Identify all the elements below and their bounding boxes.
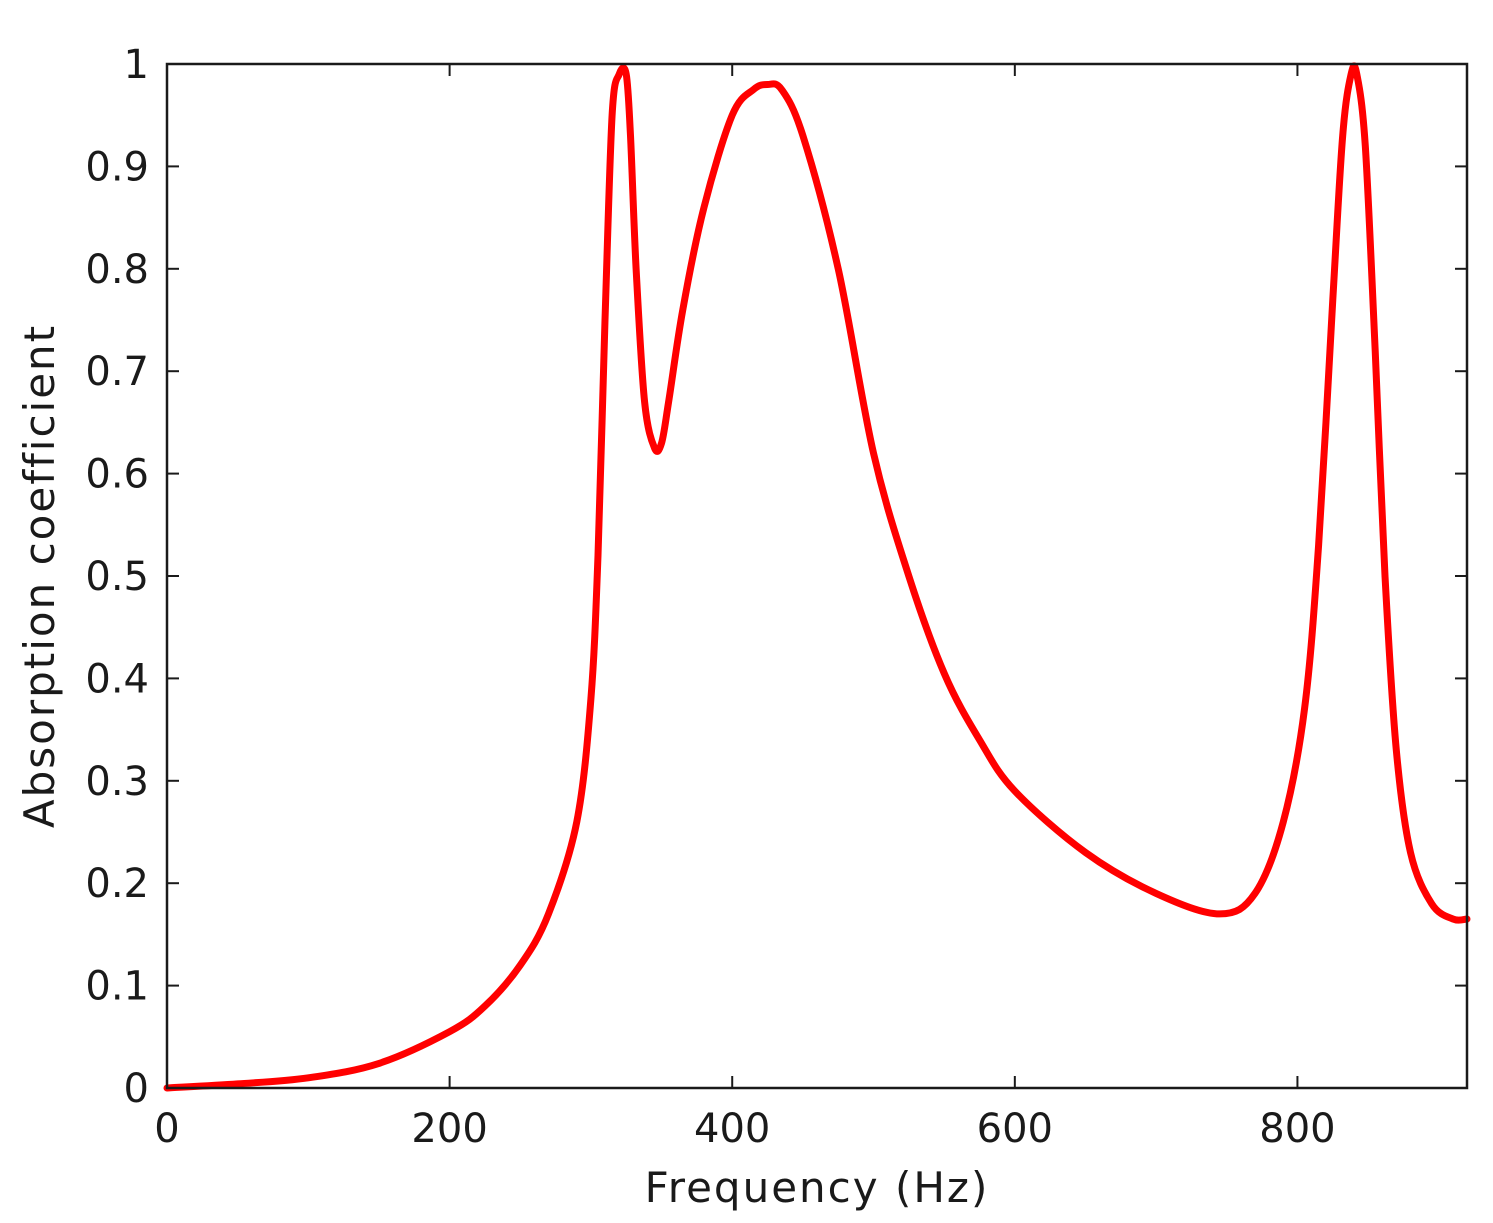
plot-frame: [165, 62, 1469, 1090]
x-tick-label: 200: [411, 1106, 487, 1152]
y-tick-label: 0.2: [85, 861, 149, 907]
x-tick-label: 0: [154, 1106, 179, 1152]
y-tick-label: 0.3: [85, 759, 149, 805]
y-tick-label: 0.5: [85, 554, 149, 600]
x-axis-title: Frequency (Hz): [645, 1163, 990, 1212]
y-tick-label: 0.9: [85, 144, 149, 190]
y-tick-label: 0.7: [85, 349, 149, 395]
x-tick-label: 800: [1259, 1106, 1335, 1152]
x-axis-ticks: 0 200 400 600 800: [154, 64, 1336, 1152]
y-tick-label: 0.8: [85, 247, 149, 293]
y-tick-label: 0: [124, 1066, 149, 1112]
absorption-curve: [163, 62, 1471, 1092]
y-tick-label: 0.1: [85, 964, 149, 1010]
x-tick-label: 600: [977, 1106, 1053, 1152]
y-tick-label: 1: [124, 42, 149, 88]
x-tick-label: 400: [694, 1106, 770, 1152]
y-axis-ticks: 0 0.1 0.2 0.3 0.4 0.5 0.6 0.7 0.8 0.9 1: [85, 42, 1467, 1112]
y-tick-label: 0.6: [85, 452, 149, 498]
plot-series: [163, 62, 1471, 1092]
y-axis-title: Absorption coefficient: [15, 324, 64, 828]
y-tick-label: 0.4: [85, 656, 149, 702]
